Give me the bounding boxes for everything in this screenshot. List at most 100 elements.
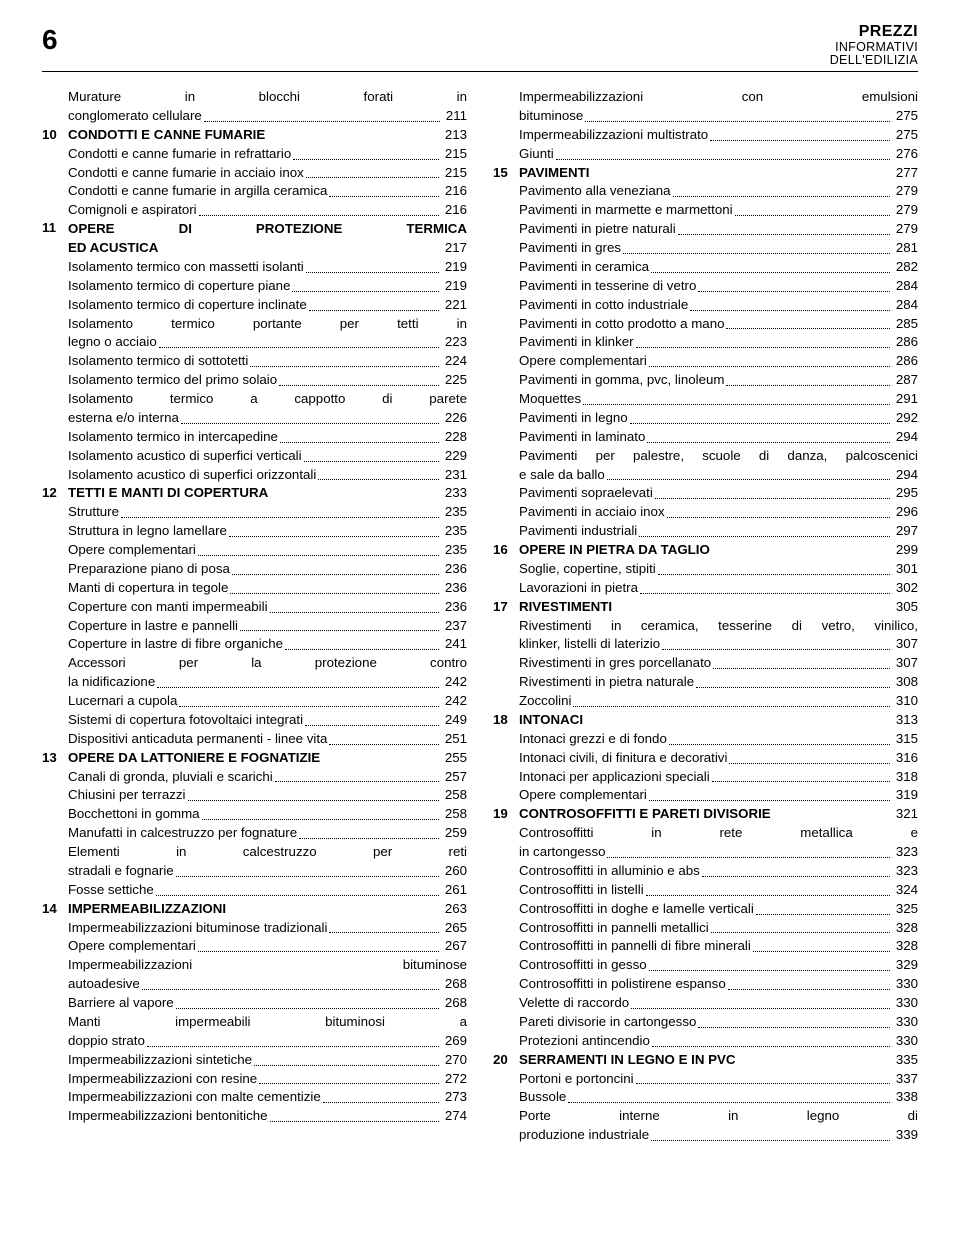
entry-label-line: Elementi in calcestruzzo per reti <box>68 843 467 862</box>
toc-sub-entry: Pavimenti in klinker286 <box>493 333 918 352</box>
entry-label: bituminose <box>519 107 583 126</box>
leader-dots <box>651 1130 890 1141</box>
entry-page: 228 <box>441 428 467 447</box>
leader-dots <box>240 621 439 632</box>
toc-sub-entry: Pavimento alla veneziana279 <box>493 182 918 201</box>
entry-page: 236 <box>441 560 467 579</box>
leader-dots <box>652 1036 890 1047</box>
entry-label: Pareti divisorie in cartongesso <box>519 1013 696 1032</box>
toc-sub-entry: Intonaci civili, di finitura e decorativ… <box>493 749 918 768</box>
entry-page: 339 <box>892 1126 918 1145</box>
entry-label: Controsoffitti in pannelli di fibre mine… <box>519 937 751 956</box>
entry-label: Condotti e canne fumarie in refrattario <box>68 145 291 164</box>
leader-dots <box>636 338 890 349</box>
entry-label-line: Porte interne in legno di <box>519 1107 918 1126</box>
toc-sub-entry: Isolamento acustico di superfici orizzon… <box>42 466 467 485</box>
entry-page: 211 <box>442 107 467 126</box>
toc-sub-entry: Manti impermeabili bituminosi adoppio st… <box>42 1013 467 1051</box>
toc-chapter-entry: 10CONDOTTI E CANNE FUMARIE213 <box>42 126 467 145</box>
leader-dots <box>157 677 439 688</box>
entry-page: 272 <box>441 1070 467 1089</box>
leader-dots <box>121 508 439 519</box>
entry-page: 286 <box>892 352 918 371</box>
entry-label-line: Accessori per la protezione contro <box>68 654 467 673</box>
page-header: 6 PREZZI INFORMATIVI DELL'EDILIZIA <box>42 24 918 72</box>
entry-label: Pavimenti in laminato <box>519 428 645 447</box>
entry-label: Canali di gronda, pluviali e scarichi <box>68 768 273 787</box>
entry-label: Controsoffitti in polistirene espanso <box>519 975 726 994</box>
entry-label: Intonaci civili, di finitura e decorativ… <box>519 749 727 768</box>
entry-page: 275 <box>892 107 918 126</box>
header-line-1: PREZZI <box>830 24 918 41</box>
entry-page: 229 <box>441 447 467 466</box>
entry-label: Coperture in lastre di fibre organiche <box>68 635 283 654</box>
toc-sub-entry: Isolamento termico in intercapedine228 <box>42 428 467 447</box>
chapter-number: 15 <box>493 164 519 183</box>
entry-page: 225 <box>441 371 467 390</box>
entry-page: 249 <box>441 711 467 730</box>
chapter-number: 13 <box>42 749 68 768</box>
leader-dots <box>607 470 890 481</box>
leader-dots <box>142 979 439 990</box>
entry-page: 329 <box>892 956 918 975</box>
toc-sub-entry: Zoccolini310 <box>493 692 918 711</box>
entry-page: 328 <box>892 937 918 956</box>
entry-label: stradali e fognarie <box>68 862 174 881</box>
entry-page: 267 <box>441 937 467 956</box>
entry-page: 330 <box>892 1013 918 1032</box>
leader-dots <box>179 696 438 707</box>
entry-label: Pavimenti in acciaio inox <box>519 503 665 522</box>
entry-page: 269 <box>441 1032 467 1051</box>
entry-label: Controsoffitti in listelli <box>519 881 644 900</box>
leader-dots <box>651 262 890 273</box>
entry-label: Lucernari a cupola <box>68 692 177 711</box>
toc-sub-entry: Impermeabilizzazioni sintetiche270 <box>42 1051 467 1070</box>
leader-dots <box>669 734 890 745</box>
entry-page: 276 <box>892 145 918 164</box>
entry-label: Isolamento termico con massetti isolanti <box>68 258 304 277</box>
entry-label: Coperture in lastre e pannelli <box>68 617 238 636</box>
entry-page: 302 <box>892 579 918 598</box>
entry-label: Opere complementari <box>519 352 647 371</box>
leader-dots <box>728 979 890 990</box>
toc-sub-entry: Portoni e portoncini337 <box>493 1070 918 1089</box>
toc-sub-entry: Lavorazioni in pietra302 <box>493 579 918 598</box>
entry-label: conglomerato cellulare <box>68 107 202 126</box>
toc-sub-entry: Coperture in lastre di fibre organiche24… <box>42 635 467 654</box>
entry-label: Portoni e portoncini <box>519 1070 634 1089</box>
leader-dots <box>690 300 890 311</box>
entry-label: Impermeabilizzazioni sintetiche <box>68 1051 252 1070</box>
entry-page: 251 <box>441 730 467 749</box>
entry-label: legno o acciaio <box>68 333 157 352</box>
leader-dots <box>259 1074 439 1085</box>
entry-page: 233 <box>441 484 467 503</box>
toc-sub-entry: Pavimenti in legno292 <box>493 409 918 428</box>
toc-sub-entry: Pareti divisorie in cartongesso 330 <box>493 1013 918 1032</box>
entry-page: 296 <box>892 503 918 522</box>
entry-label: OPERE IN PIETRA DA TAGLIO <box>519 541 710 560</box>
leader-dots <box>662 640 890 651</box>
leader-dots <box>280 432 439 443</box>
leader-dots <box>232 564 439 575</box>
toc-column-left: Murature in blocchi forati inconglomerat… <box>42 88 467 1145</box>
toc-sub-entry: Manufatti in calcestruzzo per fognature2… <box>42 824 467 843</box>
leader-dots <box>623 243 890 254</box>
leader-dots <box>698 281 889 292</box>
entry-page: 261 <box>441 881 467 900</box>
chapter-number: 17 <box>493 598 519 617</box>
entry-label: Strutture <box>68 503 119 522</box>
entry-label: Impermeabilizzazioni con resine <box>68 1070 257 1089</box>
chapter-number: 19 <box>493 805 519 824</box>
leader-dots <box>678 224 890 235</box>
leader-dots <box>726 319 889 330</box>
toc-sub-entry: Isolamento termico con massetti isolanti… <box>42 258 467 277</box>
leader-dots <box>229 526 439 537</box>
leader-dots <box>318 470 438 481</box>
leader-dots <box>309 300 439 311</box>
leader-dots <box>254 1055 439 1066</box>
toc-sub-entry: Strutture235 <box>42 503 467 522</box>
entry-label: Rivestimenti in pietra naturale <box>519 673 694 692</box>
toc-sub-entry: Impermeabilizzazioni con resine 272 <box>42 1070 467 1089</box>
toc-sub-entry: Pavimenti in pietre naturali279 <box>493 220 918 239</box>
leader-dots <box>631 998 890 1009</box>
